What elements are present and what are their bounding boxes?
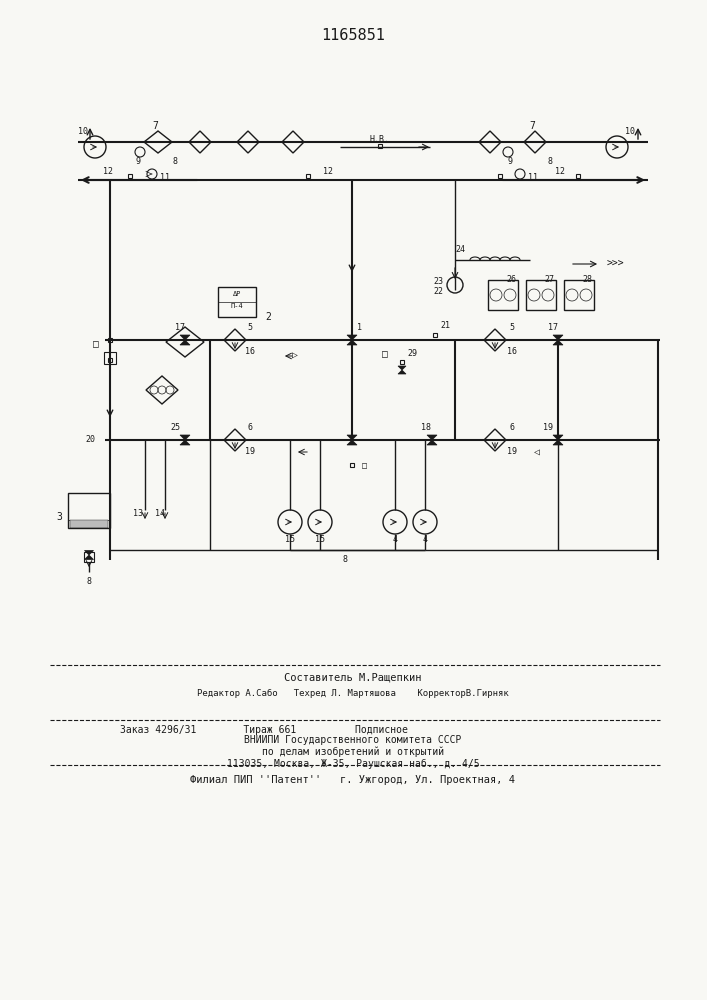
Text: 8: 8 <box>86 578 91 586</box>
Text: 16: 16 <box>507 348 517 357</box>
Text: 23: 23 <box>433 277 443 286</box>
Text: ΔP: ΔP <box>233 291 241 297</box>
Text: 5: 5 <box>510 322 515 332</box>
Bar <box>218 287 256 317</box>
Text: по делам изобретений и открытий: по делам изобретений и открытий <box>262 747 444 757</box>
Polygon shape <box>398 366 406 370</box>
Text: Филиал ПИП ''Патент''   г. Ужгород, Ул. Проектная, 4: Филиал ПИП ''Патент'' г. Ужгород, Ул. Пр… <box>190 775 515 785</box>
Text: Редактор А.Сабо   Техред Л. Мартяшова    КорректорВ.Гирняк: Редактор А.Сабо Техред Л. Мартяшова Корр… <box>197 688 509 698</box>
Text: 1165851: 1165851 <box>321 27 385 42</box>
Polygon shape <box>347 340 357 345</box>
Text: □: □ <box>93 339 99 349</box>
Text: 5: 5 <box>247 322 252 332</box>
Text: 11: 11 <box>528 174 538 182</box>
Text: 11: 11 <box>160 174 170 182</box>
Text: ВНИИПИ Государственного комитета СССР: ВНИИПИ Государственного комитета СССР <box>245 735 462 745</box>
Bar <box>564 280 594 310</box>
Bar <box>488 280 518 310</box>
Text: 14: 14 <box>155 508 165 518</box>
Bar <box>84 552 94 562</box>
Polygon shape <box>553 335 563 340</box>
Text: 10: 10 <box>78 127 88 136</box>
Text: 20: 20 <box>85 436 95 444</box>
Bar <box>526 280 556 310</box>
Text: 6: 6 <box>510 422 515 432</box>
Text: 19: 19 <box>245 448 255 456</box>
Polygon shape <box>180 440 190 445</box>
Bar <box>400 360 404 364</box>
Text: 4: 4 <box>423 536 428 544</box>
Text: 21: 21 <box>440 322 450 330</box>
Text: 25: 25 <box>170 422 180 432</box>
Text: 113035, Москва, Ж-35, Раушская наб., д. 4/5: 113035, Москва, Ж-35, Раушская наб., д. … <box>227 759 479 769</box>
Text: 8: 8 <box>173 157 177 166</box>
Bar <box>498 174 502 178</box>
Bar <box>128 174 132 178</box>
Bar <box>70 520 108 528</box>
Text: 12: 12 <box>555 166 565 176</box>
Text: 9: 9 <box>136 157 141 166</box>
Text: ▷: ▷ <box>292 350 298 360</box>
Polygon shape <box>553 340 563 345</box>
Polygon shape <box>85 550 93 555</box>
Text: 19: 19 <box>507 448 517 456</box>
Bar <box>68 493 110 528</box>
Text: 27: 27 <box>544 275 554 284</box>
Text: 6: 6 <box>247 422 252 432</box>
Polygon shape <box>553 440 563 445</box>
Polygon shape <box>180 340 190 345</box>
Polygon shape <box>347 440 357 445</box>
Text: 22: 22 <box>433 288 443 296</box>
Text: 1: 1 <box>358 322 363 332</box>
Bar <box>108 338 112 342</box>
Text: 15: 15 <box>315 536 325 544</box>
Bar <box>350 463 354 467</box>
Text: 8: 8 <box>547 157 552 166</box>
Text: 29: 29 <box>407 350 417 359</box>
Bar <box>378 144 382 148</box>
Text: 18: 18 <box>421 422 431 432</box>
Text: 19: 19 <box>543 422 553 432</box>
Text: 24: 24 <box>455 245 465 254</box>
Text: >>>: >>> <box>606 259 624 269</box>
Text: 9: 9 <box>508 157 513 166</box>
Bar <box>306 174 310 178</box>
Text: 3: 3 <box>56 512 62 522</box>
Text: П-4: П-4 <box>230 303 243 309</box>
Text: 28: 28 <box>582 275 592 284</box>
Text: 15: 15 <box>285 536 295 544</box>
Polygon shape <box>180 435 190 440</box>
Text: 8: 8 <box>342 556 348 564</box>
Text: 16: 16 <box>245 348 255 357</box>
Text: 2: 2 <box>265 312 271 322</box>
Text: ◁: ◁ <box>534 447 540 457</box>
Bar <box>104 352 116 364</box>
Text: □: □ <box>361 462 366 471</box>
Polygon shape <box>398 370 406 374</box>
Polygon shape <box>427 435 437 440</box>
Polygon shape <box>347 435 357 440</box>
Text: 12: 12 <box>103 166 113 176</box>
Text: 17: 17 <box>175 322 185 332</box>
Bar <box>108 358 112 362</box>
Text: Н.В.: Н.В. <box>370 134 390 143</box>
Polygon shape <box>85 555 93 560</box>
Text: Заказ 4296/31        Тираж 661          Подписное: Заказ 4296/31 Тираж 661 Подписное <box>120 725 408 735</box>
Polygon shape <box>347 335 357 340</box>
Text: Составитель М.Ращепкин: Составитель М.Ращепкин <box>284 672 422 682</box>
Text: 7: 7 <box>152 121 158 131</box>
Text: 26: 26 <box>506 275 516 284</box>
Polygon shape <box>553 435 563 440</box>
Text: □: □ <box>382 349 388 359</box>
Text: 7: 7 <box>529 121 535 131</box>
Text: 10: 10 <box>625 127 635 136</box>
Bar <box>576 174 580 178</box>
Text: 17: 17 <box>548 322 558 332</box>
Text: 4: 4 <box>392 536 397 544</box>
Polygon shape <box>427 440 437 445</box>
Text: 12: 12 <box>323 166 333 176</box>
Bar <box>433 333 437 337</box>
Polygon shape <box>180 335 190 340</box>
Text: 13: 13 <box>133 508 143 518</box>
